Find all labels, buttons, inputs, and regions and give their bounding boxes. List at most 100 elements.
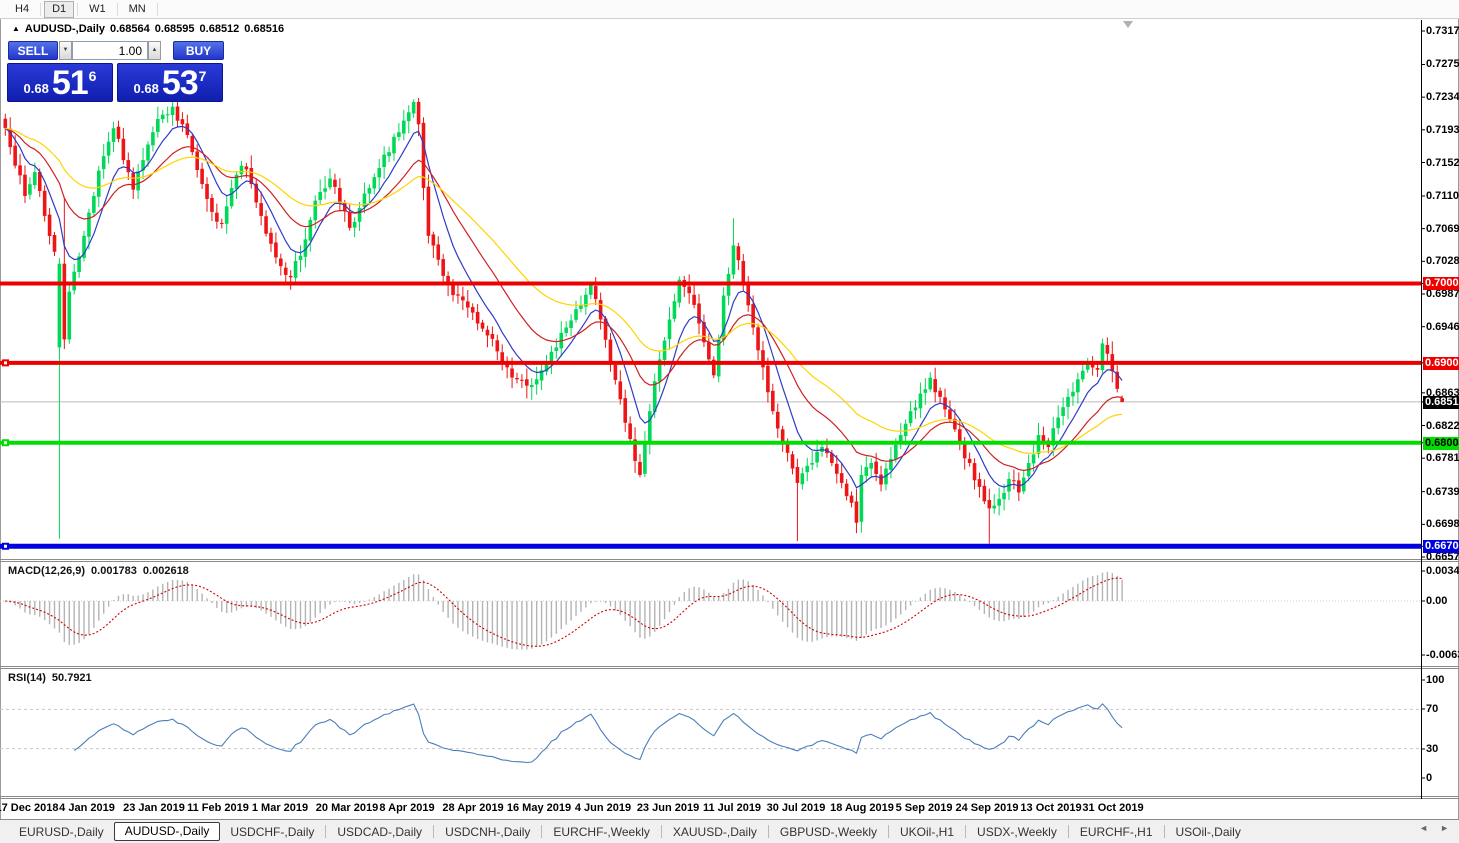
macd-bar — [58, 601, 61, 633]
timeframe-button-d1[interactable]: D1 — [44, 0, 75, 18]
date-axis[interactable]: 17 Dec 2018 4 Jan 2019 23 Jan 2019 11 Feb 2… — [0, 799, 1421, 818]
lot-increase-button[interactable]: ▲ — [148, 41, 161, 60]
candle-body — [67, 291, 72, 340]
candle-body — [834, 463, 839, 474]
candle-body — [579, 305, 583, 309]
candle-body — [92, 195, 96, 213]
tab-scroll-left-icon[interactable]: ◄ — [1419, 823, 1429, 833]
hline-handle-center — [4, 544, 7, 548]
candle-body — [382, 154, 386, 168]
tab-usdcad-daily[interactable]: USDCAD-,Daily — [337, 824, 423, 839]
macd-bar — [422, 580, 425, 601]
macd-bar — [570, 601, 572, 621]
chart-shift-marker-icon[interactable] — [1123, 21, 1133, 28]
macd-bar — [24, 601, 26, 613]
rsi-line — [73, 703, 1123, 764]
tab-usdchf-daily[interactable]: USDCHF-,Daily — [230, 824, 315, 839]
macd-bar — [919, 597, 922, 601]
candle-body — [451, 285, 455, 296]
macd-bar — [309, 601, 312, 623]
buy-button[interactable]: BUY — [173, 41, 224, 60]
macd-bar — [127, 594, 129, 601]
macd-bar — [1067, 589, 1069, 601]
macd-bar — [299, 601, 302, 629]
candle-body — [362, 193, 367, 207]
candle-body — [77, 256, 81, 273]
macd-bar — [658, 601, 661, 626]
macd-bar — [590, 601, 592, 604]
toolbar-separator — [40, 2, 42, 16]
tab-eurusd-daily[interactable]: EURUSD-,Daily — [19, 824, 104, 839]
tab-audusd-daily[interactable]: AUDUSD-,Daily — [113, 822, 221, 841]
macd-bar — [34, 601, 36, 615]
candle-body — [392, 136, 396, 154]
candle-body — [160, 114, 165, 120]
candle-body — [923, 389, 928, 393]
candle-body — [677, 279, 682, 303]
macd-bar — [993, 601, 995, 620]
timeframe-button-w1[interactable]: W1 — [89, 2, 106, 15]
macd-bar — [831, 601, 833, 637]
macd-bar — [29, 601, 31, 615]
tab-gbpusd-weekly[interactable]: GBPUSD-,Weekly — [779, 824, 878, 839]
candle-body — [554, 347, 559, 352]
sell-price-display[interactable]: 0.68 51 6 — [7, 63, 113, 102]
candle-body — [288, 275, 293, 278]
macd-bar — [260, 601, 262, 611]
candle-body — [136, 171, 140, 191]
candle-body — [8, 128, 13, 148]
lot-size-input[interactable] — [72, 41, 148, 60]
tab-usdx-weekly[interactable]: USDX-,Weekly — [977, 824, 1057, 839]
macd-bar — [162, 583, 164, 601]
macd-bar — [1121, 579, 1123, 601]
macd-bar — [1042, 601, 1045, 605]
tab-eurchf-weekly[interactable]: EURCHF-,Weekly — [553, 824, 650, 839]
macd-bar — [186, 581, 189, 601]
macd-bar — [432, 597, 435, 601]
macd-bar — [1111, 573, 1113, 601]
tab-usoil-daily[interactable]: USOil-,Daily — [1175, 824, 1241, 839]
sell-button[interactable]: SELL — [8, 41, 58, 60]
moving-averages-layer — [4, 125, 1123, 489]
buy-price-display[interactable]: 0.68 53 7 — [117, 63, 223, 102]
candle-body — [323, 188, 327, 192]
tab-usdcnh-daily[interactable]: USDCNH-,Daily — [445, 824, 531, 839]
macd-bar — [511, 601, 513, 649]
candle-body — [967, 458, 972, 463]
timeframe-button-h4[interactable]: H4 — [15, 2, 30, 15]
tab-eurchf-h1[interactable]: EURCHF-,H1 — [1079, 824, 1153, 839]
candle-body — [131, 173, 136, 190]
macd-bar — [634, 601, 636, 633]
macd-bar — [270, 601, 272, 617]
tab-separator — [433, 825, 435, 838]
candle-body — [175, 106, 180, 121]
macd-bar — [412, 574, 415, 601]
ohlc-open: 0.68564 — [110, 23, 150, 35]
candle-body — [613, 364, 618, 380]
candle-body — [667, 319, 672, 340]
lot-decrease-button[interactable]: ▼ — [59, 41, 72, 60]
tab-scroll-right-icon[interactable]: ► — [1440, 823, 1449, 833]
tab-xauusd-daily[interactable]: XAUUSD-,Daily — [672, 824, 757, 839]
timeframe-button-mn[interactable]: MN — [128, 2, 146, 15]
macd-bar — [713, 596, 715, 601]
candle-body — [170, 106, 175, 116]
candle-body — [510, 368, 514, 378]
tab-ukoil-h1[interactable]: UKOil-,H1 — [900, 824, 955, 839]
macd-bar — [166, 581, 169, 601]
tab-scroll-arrows: ◄ ► — [1407, 823, 1449, 833]
candle-body — [411, 101, 416, 114]
candle-body — [1100, 343, 1105, 370]
macd-bar — [826, 601, 828, 638]
ma-line-8 — [4, 125, 1123, 489]
macd-bar — [363, 601, 366, 602]
candle-body — [480, 322, 485, 329]
candle-body — [308, 219, 313, 241]
macd-bar — [447, 601, 449, 618]
macd-bar — [1057, 596, 1059, 601]
